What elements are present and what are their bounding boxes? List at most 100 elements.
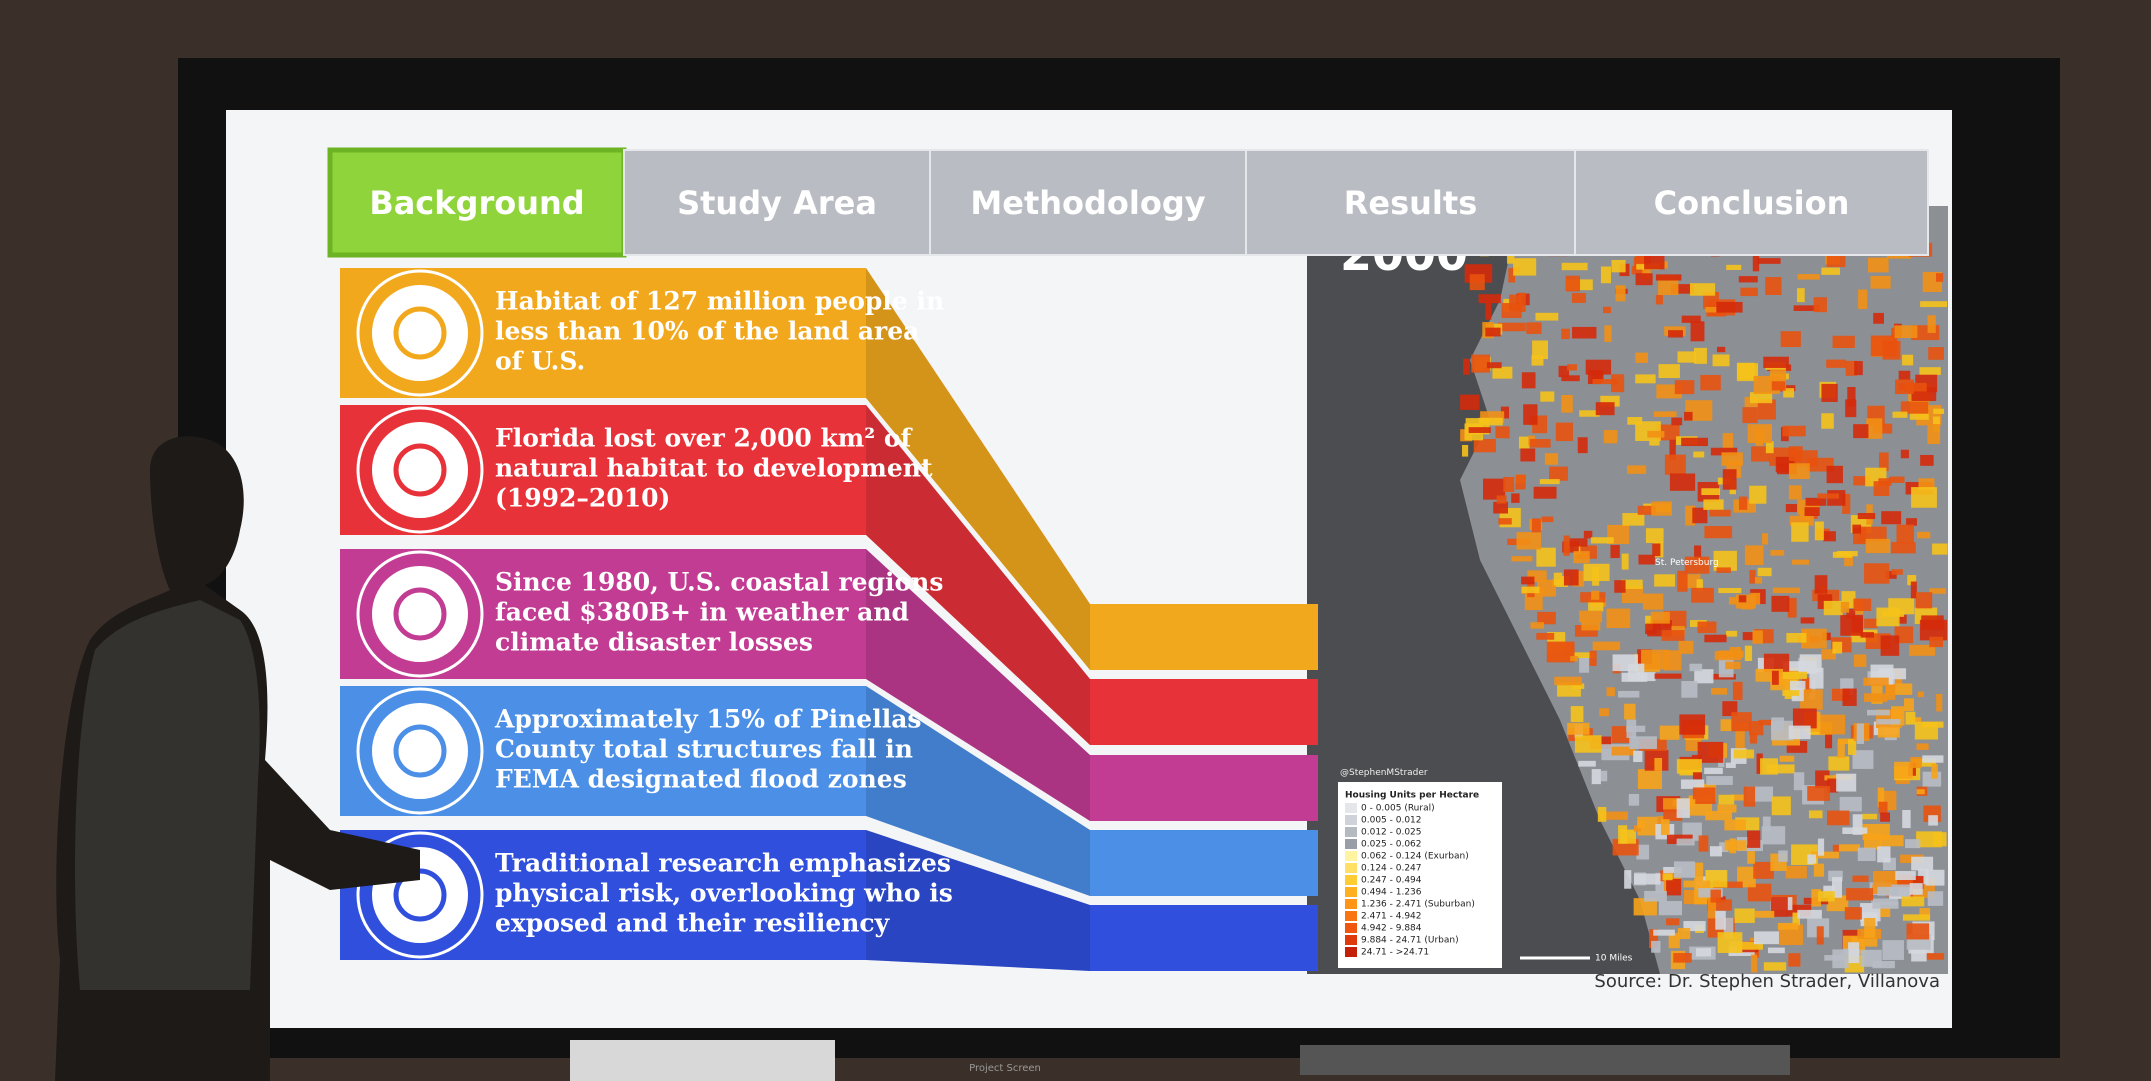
map-patch bbox=[1853, 476, 1871, 486]
map-patch bbox=[1694, 347, 1707, 364]
map-patch bbox=[1765, 441, 1774, 454]
map-patch bbox=[1747, 883, 1772, 902]
table-edge bbox=[1300, 1045, 1790, 1075]
map-patch bbox=[1760, 758, 1779, 775]
map-patch bbox=[1579, 410, 1600, 417]
map-patch bbox=[1837, 738, 1855, 745]
map-patch bbox=[1791, 522, 1809, 542]
map-patch bbox=[1779, 755, 1795, 762]
map-patch bbox=[1734, 908, 1755, 923]
map-patch bbox=[1651, 501, 1672, 516]
map-patch bbox=[1553, 572, 1563, 586]
map-patch bbox=[1649, 440, 1660, 446]
legend-label: 9.884 - 24.71 (Urban) bbox=[1361, 936, 1459, 946]
map-patch bbox=[1562, 541, 1579, 553]
legend-label: 0 - 0.005 (Rural) bbox=[1361, 804, 1435, 814]
map-patch bbox=[1858, 289, 1868, 310]
map-patch bbox=[1877, 886, 1898, 896]
map-patch bbox=[1637, 820, 1646, 829]
map-patch bbox=[1685, 735, 1702, 752]
map-patch bbox=[1894, 325, 1918, 338]
map-patch bbox=[1654, 757, 1663, 771]
map-patch bbox=[1771, 720, 1793, 741]
map-patch bbox=[1541, 516, 1554, 523]
map-patch bbox=[1653, 411, 1677, 417]
map-patch bbox=[1641, 649, 1669, 670]
map-patch bbox=[1618, 690, 1640, 698]
map-patch bbox=[1478, 294, 1501, 304]
map-patch bbox=[1767, 947, 1785, 954]
icon-disc bbox=[372, 285, 468, 381]
map-patch bbox=[1558, 365, 1570, 378]
map-patch bbox=[1611, 746, 1636, 756]
map-patch bbox=[1694, 669, 1714, 684]
map-patch bbox=[1606, 608, 1631, 629]
legend-swatch bbox=[1345, 851, 1357, 861]
map-patch bbox=[1782, 425, 1806, 437]
map-patch bbox=[1878, 668, 1907, 680]
map-patch bbox=[1655, 294, 1663, 305]
map-patch bbox=[1885, 571, 1897, 579]
map-patch bbox=[1626, 725, 1646, 732]
map-patch bbox=[1573, 551, 1590, 564]
map-patch bbox=[1633, 750, 1643, 763]
map-patch bbox=[1676, 838, 1695, 846]
map-patch bbox=[1807, 786, 1831, 801]
icon-glyph bbox=[393, 724, 447, 778]
legend-title: Housing Units per Hectare bbox=[1345, 791, 1479, 801]
map-patch bbox=[1539, 479, 1560, 485]
map-patch bbox=[1876, 607, 1900, 627]
map-patch bbox=[1496, 495, 1507, 504]
map-credit: @StephenMStrader bbox=[1340, 768, 1428, 778]
map-patch bbox=[1910, 581, 1917, 599]
map-patch bbox=[1592, 379, 1618, 385]
map-patch bbox=[1826, 359, 1847, 368]
map-patch bbox=[1645, 623, 1657, 635]
map-patch bbox=[1783, 388, 1795, 398]
map-patch bbox=[1627, 465, 1647, 474]
legend-swatch bbox=[1345, 839, 1357, 849]
map-patch bbox=[1473, 439, 1496, 453]
map-patch bbox=[1911, 946, 1927, 962]
map-patch bbox=[1811, 889, 1822, 907]
map-patch bbox=[1706, 776, 1733, 785]
map-patch bbox=[1805, 497, 1827, 506]
map-patch bbox=[1725, 630, 1738, 637]
map-patch bbox=[1700, 374, 1721, 391]
map-patch bbox=[1749, 721, 1764, 736]
map-patch bbox=[1927, 315, 1936, 334]
map-patch bbox=[1614, 580, 1626, 593]
map-patch bbox=[1919, 619, 1947, 641]
map-patch bbox=[1846, 888, 1874, 901]
map-patch bbox=[1698, 835, 1709, 852]
item-text: exposed and their resiliency bbox=[495, 909, 891, 938]
map-patch bbox=[1735, 729, 1745, 749]
map-patch bbox=[1832, 335, 1855, 348]
map-patch bbox=[1863, 833, 1882, 850]
item-text: natural habitat to development bbox=[495, 454, 933, 483]
map-patch bbox=[1827, 810, 1850, 826]
map-patch bbox=[1836, 551, 1858, 557]
map-patch bbox=[1676, 798, 1690, 818]
map-patch bbox=[1583, 563, 1610, 582]
map-patch bbox=[1814, 521, 1824, 541]
map-patch bbox=[1635, 352, 1649, 363]
map-patch bbox=[1832, 844, 1840, 852]
map-patch bbox=[1527, 570, 1547, 582]
map-patch bbox=[1705, 810, 1733, 821]
map-patch bbox=[1903, 698, 1915, 712]
map-patch bbox=[1860, 632, 1874, 638]
map-patch bbox=[1690, 321, 1705, 342]
map-patch bbox=[1914, 721, 1939, 740]
map-patch bbox=[1714, 651, 1742, 661]
map-patch bbox=[1606, 687, 1615, 697]
map-patch bbox=[1777, 463, 1797, 475]
map-patch bbox=[1546, 641, 1575, 663]
map-patch bbox=[1717, 932, 1743, 953]
map-patch bbox=[1856, 723, 1864, 744]
map-patch bbox=[1624, 703, 1636, 720]
map-patch bbox=[1763, 962, 1787, 971]
map-patch bbox=[1567, 722, 1590, 735]
map-patch bbox=[1722, 469, 1737, 490]
